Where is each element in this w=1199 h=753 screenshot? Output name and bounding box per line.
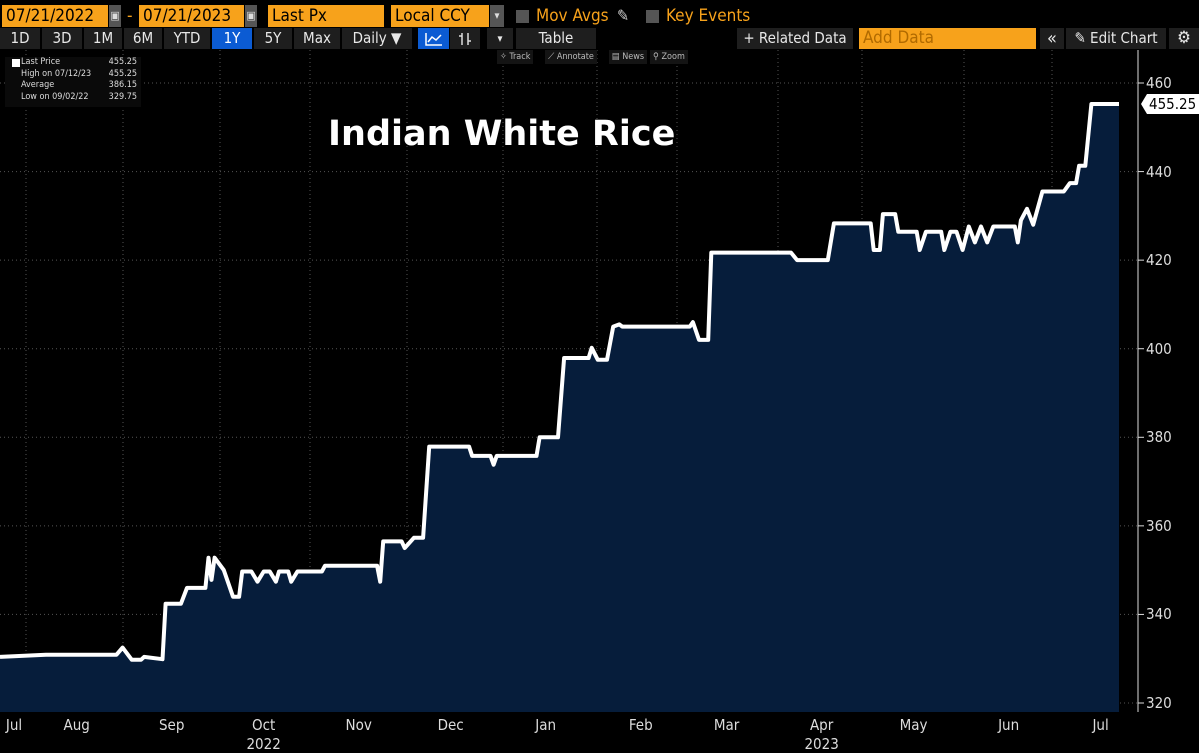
y-tick-label: 340 (1146, 605, 1172, 624)
x-month-label: Feb (628, 716, 653, 734)
y-tick-label: 420 (1146, 251, 1172, 270)
add-data-input[interactable]: Add Data (859, 28, 1036, 49)
legend-label: High on 07/12/23 (21, 68, 92, 79)
field-select[interactable]: Last Px (268, 5, 384, 27)
legend-label: Average (21, 80, 55, 90)
legend-value: 455.25 (108, 68, 137, 79)
chart-title: Indian White Rice (328, 114, 676, 154)
legend-row-last-price: Last Price 455.25 (5, 57, 141, 69)
pencil-icon: ✎ (1074, 29, 1086, 47)
legend-value: 329.75 (108, 91, 137, 102)
mov-avgs-label[interactable]: Mov Avgs (536, 6, 609, 26)
start-date-input[interactable]: 07/21/2022 (2, 5, 108, 27)
chart-type-dropdown[interactable]: ▾ (487, 28, 513, 49)
mov-avgs-checkbox[interactable] (516, 10, 529, 23)
y-axis-tick-marks (1138, 82, 1144, 704)
track-button[interactable]: ✧ Track (497, 50, 534, 64)
x-month-label: Aug (63, 716, 90, 734)
x-month-label: Jul (1092, 716, 1109, 734)
x-month-label: Mar (713, 716, 740, 734)
chevron-down-icon[interactable]: ▾ (490, 5, 504, 27)
x-month-label: Oct (251, 716, 276, 734)
currency-select[interactable]: Local CCY (391, 5, 489, 27)
period-button-ytd[interactable]: YTD (164, 28, 210, 49)
line-chart-icon[interactable] (418, 28, 449, 49)
x-month-label: Jul (5, 716, 23, 734)
price-area-fill (0, 104, 1119, 712)
x-month-label: May (899, 716, 928, 734)
y-tick-label: 320 (1146, 694, 1172, 712)
x-month-label: Nov (345, 716, 372, 734)
frequency-dropdown[interactable]: Daily ▼ (342, 28, 412, 49)
gear-icon[interactable]: ⚙ (1169, 28, 1199, 49)
y-tick-label: 400 (1146, 339, 1172, 358)
period-button-6m[interactable]: 6M (124, 28, 162, 49)
end-date-input[interactable]: 07/21/2023 (139, 5, 244, 27)
calendar-icon[interactable]: ▣ (245, 5, 257, 27)
legend: Last Price 455.25 High on 07/12/23 455.25 … (5, 57, 141, 107)
bar-chart-icon[interactable] (450, 28, 480, 49)
date-separator: - (127, 6, 133, 26)
zoom-button[interactable]: ⚲ Zoom (650, 50, 688, 64)
period-button-1y[interactable]: 1Y (212, 28, 252, 49)
x-month-label: Sep (158, 716, 185, 734)
x-month-label: Jan (535, 716, 557, 734)
last-value-label: 455.25 (1141, 94, 1199, 114)
related-data-button[interactable]: + Related Data (737, 28, 853, 49)
legend-label: Low on 09/02/22 (21, 91, 89, 102)
x-month-label: Dec (437, 716, 464, 734)
legend-row-low: Low on 09/02/22 329.75 (5, 92, 141, 104)
edit-chart-button[interactable]: ✎ Edit Chart (1066, 28, 1166, 49)
collapse-button[interactable]: « (1040, 28, 1064, 49)
key-events-checkbox[interactable] (646, 10, 659, 23)
legend-value: 386.15 (108, 80, 137, 90)
legend-row-high: High on 07/12/23 455.25 (5, 69, 141, 81)
x-year-label: 2023 (804, 735, 839, 753)
period-button-3d[interactable]: 3D (42, 28, 82, 49)
legend-label: Last Price (21, 57, 61, 67)
price-line (0, 102, 1119, 662)
y-tick-label: 360 (1146, 516, 1172, 535)
key-events-label[interactable]: Key Events (666, 6, 751, 26)
legend-row-average: Average 386.15 (5, 80, 141, 92)
period-button-max[interactable]: Max (294, 28, 340, 49)
period-button-5y[interactable]: 5Y (254, 28, 292, 49)
y-tick-label: 440 (1146, 162, 1172, 181)
white-square-icon (12, 59, 20, 67)
y-tick-label: 460 (1146, 74, 1172, 92)
legend-value: 455.25 (108, 57, 137, 67)
period-button-1m[interactable]: 1M (84, 28, 122, 49)
x-year-label: 2022 (246, 735, 281, 753)
edit-chart-label: Edit Chart (1090, 29, 1158, 47)
table-button[interactable]: Table (516, 28, 596, 49)
x-month-label: Jun (998, 716, 1020, 734)
y-tick-label: 380 (1146, 428, 1172, 447)
news-button[interactable]: ▤ News (609, 50, 648, 64)
annotate-button[interactable]: ⟋ Annotate (545, 50, 597, 64)
pencil-icon[interactable]: ✎ (617, 6, 630, 25)
period-button-1d[interactable]: 1D (0, 28, 40, 49)
x-month-label: Apr (809, 716, 834, 734)
calendar-icon[interactable]: ▣ (109, 5, 121, 27)
